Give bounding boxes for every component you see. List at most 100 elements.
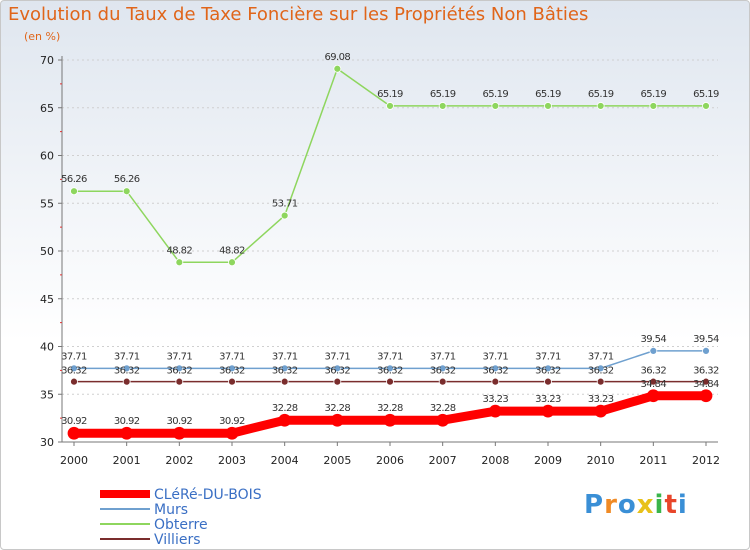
logo-letter: i — [677, 490, 688, 520]
data-point — [596, 102, 605, 110]
data-label: 36.32 — [61, 366, 87, 377]
data-label: 37.71 — [272, 351, 298, 362]
x-tick-label: 2000 — [60, 454, 88, 467]
data-label: 36.32 — [588, 366, 614, 377]
y-tick-label: 55 — [40, 197, 54, 210]
data-label: 36.32 — [325, 366, 351, 377]
data-point — [649, 102, 658, 110]
data-label: 39.54 — [693, 334, 719, 345]
data-point — [386, 364, 394, 373]
data-label: 65.19 — [483, 89, 509, 100]
x-tick-label: 2003 — [218, 454, 246, 467]
data-label: 36.32 — [641, 366, 667, 377]
data-point — [228, 258, 236, 267]
data-point — [649, 346, 658, 355]
x-tick-label: 2012 — [692, 454, 720, 467]
logo-letter: r — [604, 490, 618, 520]
data-point — [541, 404, 555, 418]
data-point — [649, 377, 658, 386]
data-label: 65.19 — [693, 89, 719, 100]
x-tick-label: 2009 — [534, 454, 562, 467]
data-label: 48.82 — [219, 245, 245, 256]
y-tick-label: 40 — [40, 341, 54, 354]
x-tick-label: 2005 — [323, 454, 351, 467]
data-point — [333, 64, 342, 73]
data-point — [70, 377, 78, 386]
y-tick-label: 70 — [40, 54, 54, 67]
data-point — [699, 389, 713, 403]
y-tick-label: 60 — [40, 150, 54, 163]
data-label: 37.71 — [588, 351, 614, 362]
data-point — [280, 211, 289, 220]
data-point — [491, 102, 500, 110]
data-label: 56.26 — [61, 174, 87, 185]
data-label: 37.71 — [483, 351, 509, 362]
data-point — [122, 364, 131, 373]
data-point — [70, 187, 78, 196]
data-point — [544, 102, 552, 110]
legend-label: Murs — [154, 502, 188, 518]
data-label: 37.71 — [535, 351, 561, 362]
data-label: 36.32 — [219, 366, 245, 377]
data-label: 36.32 — [272, 366, 298, 377]
data-point — [386, 102, 394, 110]
data-label: 65.19 — [535, 89, 561, 100]
data-point — [70, 364, 78, 373]
data-label: 33.23 — [483, 394, 509, 405]
logo-letter: i — [654, 490, 665, 520]
data-point — [175, 258, 184, 267]
data-point — [225, 426, 239, 440]
data-label: 30.92 — [61, 416, 87, 427]
data-point — [491, 377, 500, 386]
logo-letter: x — [636, 490, 655, 520]
data-point — [175, 377, 184, 386]
data-point — [280, 364, 289, 373]
data-label: 36.32 — [167, 366, 193, 377]
data-label: 65.19 — [588, 89, 614, 100]
x-tick-label: 2011 — [639, 454, 667, 467]
data-label: 56.26 — [114, 174, 140, 185]
data-label: 30.92 — [167, 416, 193, 427]
data-label: 36.32 — [430, 366, 456, 377]
data-label: 39.54 — [641, 334, 667, 345]
data-label: 36.32 — [535, 366, 561, 377]
data-label: 32.28 — [325, 403, 351, 414]
data-point — [438, 377, 447, 386]
data-label: 36.32 — [483, 366, 509, 377]
data-label: 33.23 — [588, 394, 614, 405]
logo-letter: o — [617, 490, 637, 520]
data-label: 37.71 — [219, 351, 245, 362]
data-point — [330, 413, 344, 427]
data-point — [488, 404, 502, 418]
data-label: 69.08 — [325, 52, 351, 63]
data-label: 30.92 — [219, 416, 245, 427]
data-point — [122, 187, 131, 196]
data-label: 37.71 — [61, 351, 87, 362]
data-point — [67, 426, 81, 440]
data-point — [544, 377, 552, 386]
data-point — [172, 426, 186, 440]
y-tick-label: 30 — [40, 436, 54, 449]
data-label: 32.28 — [430, 403, 456, 414]
data-label: 65.19 — [377, 89, 403, 100]
data-label: 37.71 — [377, 351, 403, 362]
x-tick-label: 2008 — [481, 454, 509, 467]
data-point — [438, 102, 447, 110]
data-point — [438, 364, 447, 373]
data-point — [228, 364, 236, 373]
data-point — [175, 364, 184, 373]
data-label: 48.82 — [167, 245, 193, 256]
logo-letter: t — [664, 490, 678, 520]
data-label: 37.71 — [325, 351, 351, 362]
data-point — [122, 377, 131, 386]
data-label: 30.92 — [114, 416, 140, 427]
data-point — [120, 426, 134, 440]
data-point — [333, 364, 342, 373]
x-tick-label: 2006 — [376, 454, 404, 467]
unit-label: (en %) — [24, 30, 61, 43]
y-tick-label: 45 — [40, 293, 54, 306]
x-tick-label: 2007 — [429, 454, 457, 467]
data-label: 32.28 — [377, 403, 403, 414]
data-point — [702, 377, 710, 386]
